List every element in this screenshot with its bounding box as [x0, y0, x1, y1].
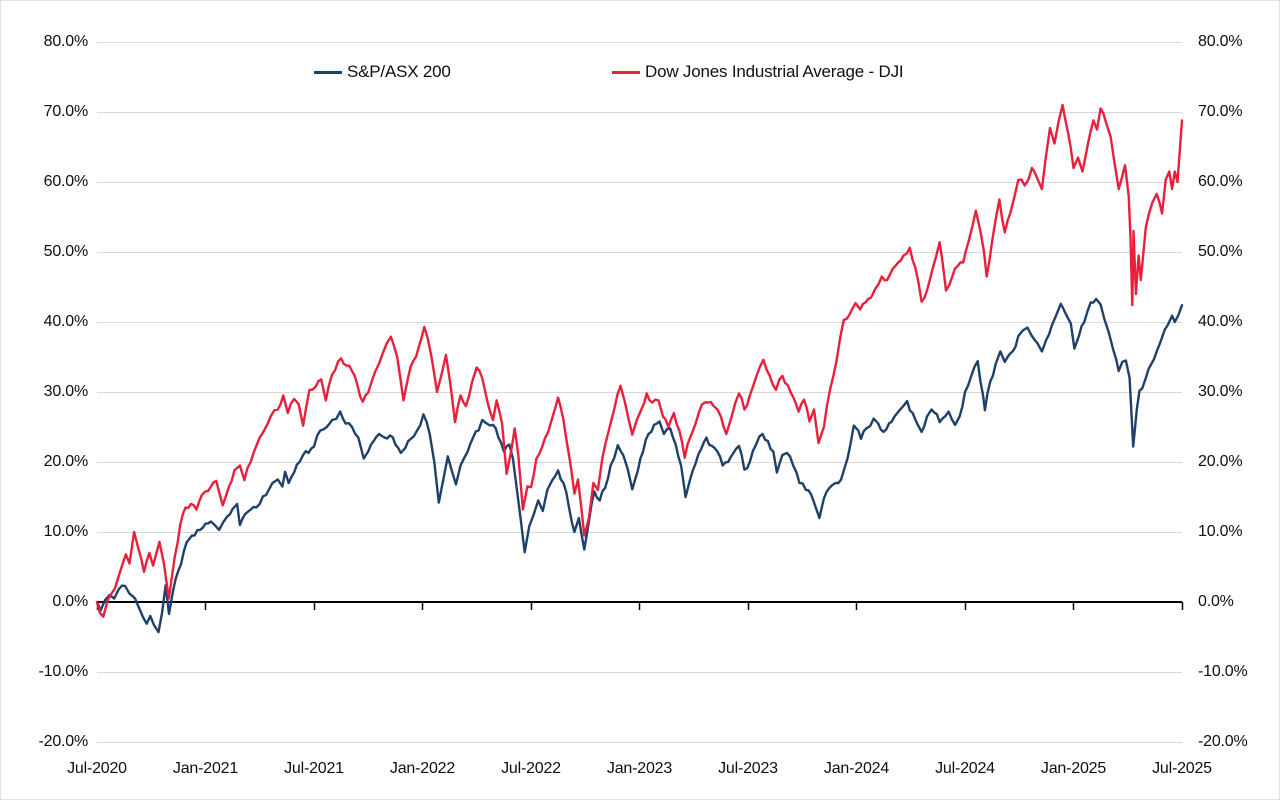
y-tick-label-right: -10.0% [1198, 663, 1248, 680]
legend-label-dji: Dow Jones Industrial Average - DJI [645, 62, 904, 81]
x-tick-label: Jul-2023 [718, 760, 778, 777]
legend-item-dji: Dow Jones Industrial Average - DJI [612, 62, 904, 82]
y-tick-label-left: 80.0% [43, 33, 89, 50]
y-tick-label-right: -20.0% [1198, 733, 1248, 750]
x-tick-label: Jul-2021 [284, 760, 344, 777]
y-tick-label-left: 20.0% [43, 453, 89, 470]
y-tick-label-right: 10.0% [1198, 523, 1243, 540]
dji-line-swatch [612, 70, 640, 74]
y-tick-label-left: 30.0% [43, 383, 89, 400]
y-tick-label-left: 50.0% [43, 243, 89, 260]
y-tick-label-right: 30.0% [1198, 383, 1243, 400]
y-tick-label-left: 70.0% [43, 103, 89, 120]
legend-label-asx200: S&P/ASX 200 [347, 62, 451, 81]
y-tick-label-left: 60.0% [43, 173, 89, 190]
asx200-series-line [95, 297, 1184, 634]
legend-item-asx200: S&P/ASX 200 [314, 62, 451, 82]
x-tick-label: Jan-2022 [389, 760, 456, 777]
y-tick-label-right: 80.0% [1198, 33, 1243, 50]
y-tick-label-right: 40.0% [1198, 313, 1243, 330]
y-tick-label-left: 40.0% [43, 313, 89, 330]
y-tick-label-left: -10.0% [38, 663, 89, 680]
y-tick-label-left: -20.0% [38, 733, 89, 750]
x-tick-label: Jul-2025 [1152, 760, 1212, 777]
y-tick-label-left: 0.0% [52, 593, 88, 610]
y-tick-label-left: 10.0% [43, 523, 89, 540]
y-tick-label-right: 60.0% [1198, 173, 1243, 190]
y-tick-label-right: 0.0% [1198, 593, 1234, 610]
y-tick-label-right: 20.0% [1198, 453, 1243, 470]
x-tick-label: Jul-2020 [67, 760, 127, 777]
x-tick-label: Jan-2025 [1040, 760, 1107, 777]
asx200-line-swatch [314, 70, 342, 74]
x-tick-label: Jan-2021 [172, 760, 239, 777]
y-tick-label-right: 50.0% [1198, 243, 1243, 260]
dji-series-line [95, 103, 1184, 618]
x-tick-label: Jan-2024 [823, 760, 890, 777]
x-tick-label: Jul-2022 [501, 760, 561, 777]
x-tick-label: Jan-2023 [606, 760, 673, 777]
y-tick-label-right: 70.0% [1198, 103, 1243, 120]
x-tick-label: Jul-2024 [935, 760, 995, 777]
